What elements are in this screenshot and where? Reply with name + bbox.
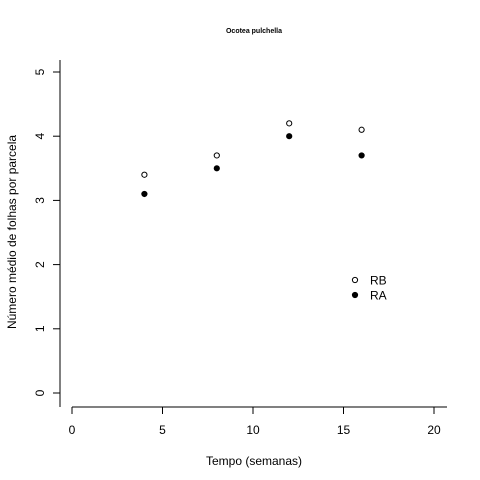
y-tick-label: 0 [33,389,47,396]
y-tick-label: 4 [33,133,47,140]
x-tick-label: 20 [427,423,441,437]
point-ra [141,190,148,198]
point-ra [286,133,293,140]
axes: 0 5 10 15 20 0 1 2 3 4 5 [33,60,447,437]
x-axis-title: Tempo (semanas) [206,454,302,468]
point-rb [358,126,365,133]
x-tick-label: 5 [159,423,166,437]
y-tick-label: 3 [33,197,47,204]
x-tick-label: 0 [69,423,76,437]
y-tick-label: 2 [33,261,47,268]
point-ra [358,152,365,159]
point-ra [213,165,220,172]
legend-label-ra: RA [370,289,387,303]
chart-title: Ocotea pulchella [226,28,282,35]
point-rb [213,152,220,159]
x-tick-label: 10 [246,423,260,437]
point-rb [286,120,293,127]
x-tick-label: 15 [337,423,351,437]
y-tick-label: 5 [33,68,47,75]
data-points [141,120,365,198]
legend-label-rb: RB [370,274,387,288]
y-tick-label: 1 [33,325,47,332]
legend-marker-rb [351,276,359,284]
y-axis-title: Número médio de folhas por parcela [5,135,19,329]
legend-marker-ra [351,291,359,299]
point-rb [141,171,148,178]
